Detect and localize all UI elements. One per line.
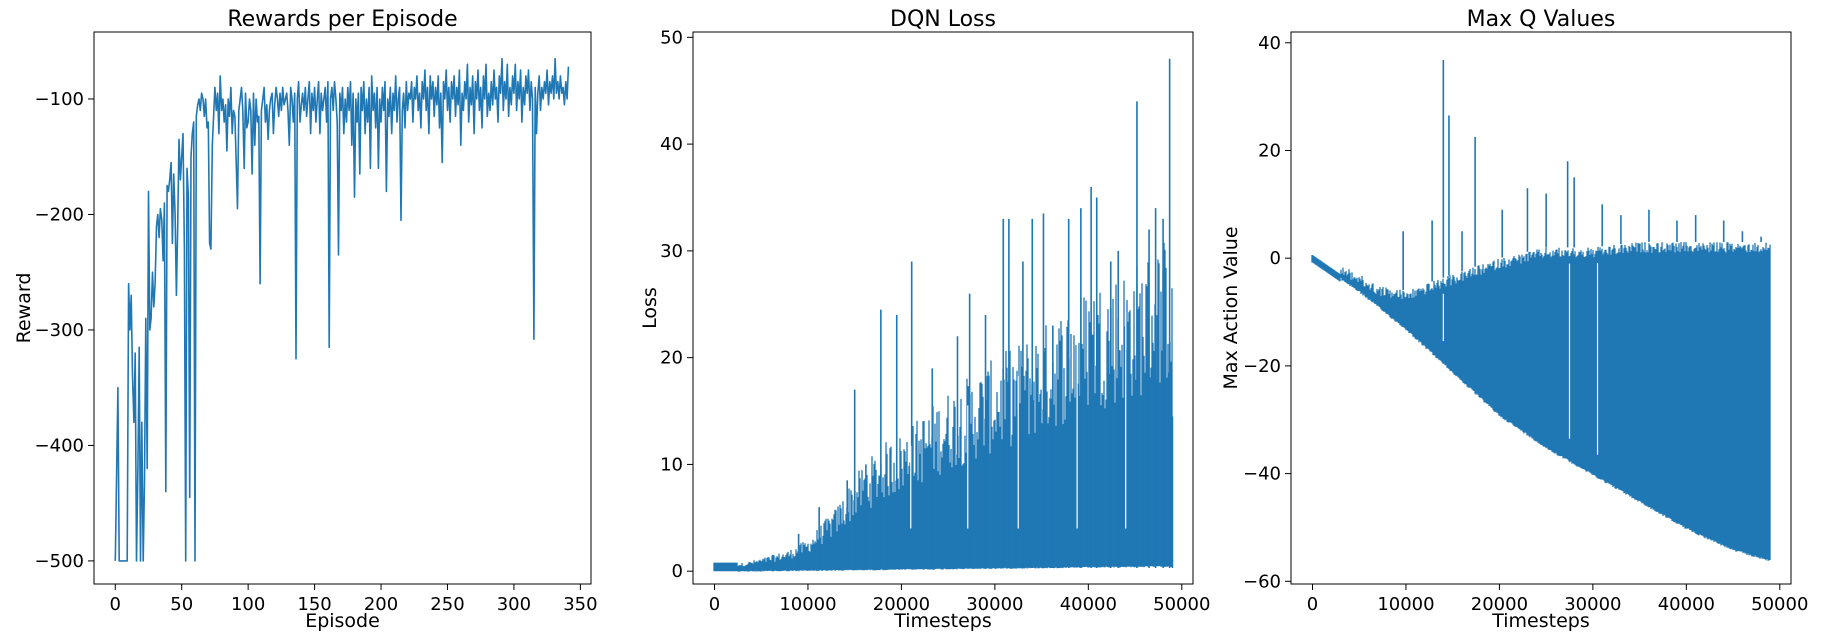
maxq-y-tick-label: 20 xyxy=(1258,140,1281,161)
loss-x-tick-label: 30000 xyxy=(966,594,1023,615)
chart-panel-maxq: 0 10000 20000 30000 40000 50000 −60 −40 −20 0 20 40… xyxy=(1220,7,1808,632)
chart-panel-loss: 0 10000 20000 30000 40000 50000 0 10 20 30 40 50 DQ… xyxy=(639,7,1210,632)
loss-x-tick-label: 0 xyxy=(709,594,720,615)
rewards-plot-frame xyxy=(93,31,592,585)
maxq-x-tick-label: 30000 xyxy=(1564,594,1621,615)
rewards-y-tick-label: −400 xyxy=(35,435,84,456)
rewards-y-tick-label: −100 xyxy=(35,89,84,110)
rewards-ticks: 0 50 100 150 200 250 300 350 −500 −400 −300 −200 −10… xyxy=(35,89,598,615)
rewards-x-tick-label: 200 xyxy=(364,594,398,615)
loss-y-tick-label: 40 xyxy=(660,134,683,155)
rewards-x-tick-label: 350 xyxy=(563,594,597,615)
maxq-y-tick-label: −20 xyxy=(1243,356,1281,377)
loss-x-tick-label: 10000 xyxy=(779,594,836,615)
maxq-x-tick-label: 20000 xyxy=(1471,594,1528,615)
rewards-series-line xyxy=(114,57,570,562)
maxq-series-band xyxy=(1311,242,1771,561)
maxq-x-tick-label: 0 xyxy=(1307,594,1318,615)
rewards-y-tick-label: −200 xyxy=(35,204,84,225)
rewards-x-tick-label: 100 xyxy=(231,594,265,615)
rewards-x-tick-label: 250 xyxy=(430,594,464,615)
rewards-x-tick-label: 150 xyxy=(297,594,331,615)
loss-y-tick-label: 20 xyxy=(660,348,683,369)
loss-y-tick-label: 0 xyxy=(672,561,683,582)
loss-y-tick-label: 30 xyxy=(660,241,683,262)
rewards-x-tick-label: 0 xyxy=(110,594,121,615)
maxq-plot-frame xyxy=(1290,31,1792,585)
rewards-data-layer xyxy=(114,57,570,562)
loss-x-tick-label: 40000 xyxy=(1060,594,1117,615)
loss-y-axis-label: Loss xyxy=(639,287,661,329)
loss-ticks: 0 10000 20000 30000 40000 50000 0 10 20 30 40 50 xyxy=(660,27,1210,615)
loss-y-tick-label: 50 xyxy=(660,27,683,48)
maxq-x-axis-label: Timesteps xyxy=(1491,610,1590,632)
maxq-y-tick-label: 0 xyxy=(1270,248,1281,269)
rewards-x-tick-label: 50 xyxy=(170,594,193,615)
rewards-x-tick-label: 300 xyxy=(497,594,531,615)
loss-x-axis-label: Timesteps xyxy=(893,610,992,632)
maxq-ticks: 0 10000 20000 30000 40000 50000 −60 −40 −20 0 20 40 xyxy=(1243,33,1808,615)
maxq-data-layer xyxy=(1311,60,1771,561)
maxq-y-axis-label: Max Action Value xyxy=(1220,226,1242,389)
rewards-y-tick-label: −500 xyxy=(35,551,84,572)
maxq-x-tick-label: 10000 xyxy=(1377,594,1434,615)
rewards-chart-title: Rewards per Episode xyxy=(227,7,457,32)
loss-data-layer xyxy=(713,58,1174,572)
maxq-chart-title: Max Q Values xyxy=(1467,7,1616,32)
maxq-y-tick-label: −60 xyxy=(1243,571,1281,592)
loss-plot-frame xyxy=(692,31,1194,585)
rewards-y-tick-label: −300 xyxy=(35,320,84,341)
loss-y-tick-label: 10 xyxy=(660,454,683,475)
maxq-x-tick-label: 50000 xyxy=(1751,594,1808,615)
loss-x-tick-label: 20000 xyxy=(873,594,930,615)
rewards-x-axis-label: Episode xyxy=(305,610,380,632)
maxq-y-tick-label: −40 xyxy=(1243,464,1281,485)
rewards-y-axis-label: Reward xyxy=(13,273,35,344)
maxq-y-tick-label: 40 xyxy=(1258,33,1281,54)
chart-panel-rewards: 0 50 100 150 200 250 300 350 −500 −400 −300 −200 −10… xyxy=(13,7,598,632)
maxq-x-tick-label: 40000 xyxy=(1658,594,1715,615)
loss-x-tick-label: 50000 xyxy=(1153,594,1210,615)
loss-chart-title: DQN Loss xyxy=(890,7,996,32)
